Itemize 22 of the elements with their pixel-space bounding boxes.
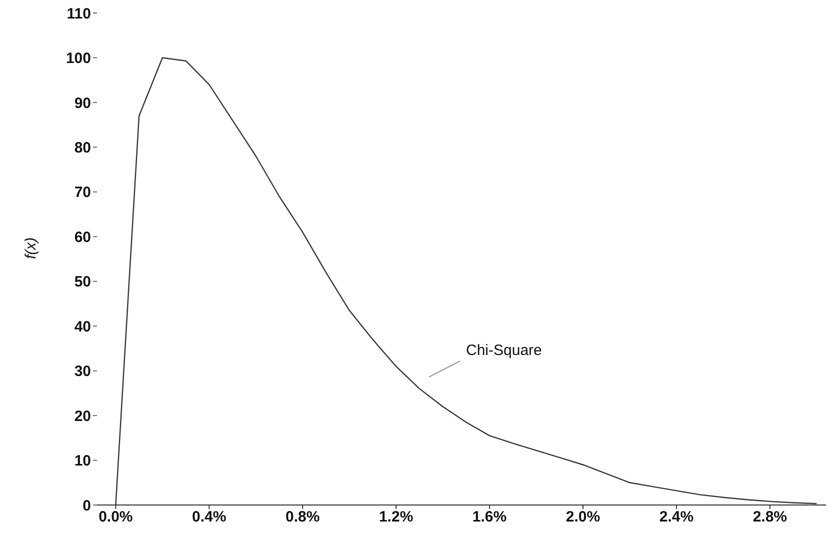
- y-tick-label: 0: [82, 497, 91, 514]
- y-tick-label: 60: [74, 228, 91, 246]
- y-tick-label: 20: [74, 408, 91, 425]
- x-tick-label: 0.8%: [286, 508, 320, 526]
- y-tick-label: 10: [74, 452, 91, 470]
- x-tick-label: 1.6%: [472, 508, 507, 526]
- y-tick-label: 90: [74, 94, 91, 112]
- y-tick-label: 50: [74, 274, 91, 291]
- annotation: Chi-Square: [466, 342, 542, 359]
- x-tick-label: 0.4%: [192, 508, 226, 526]
- y-tick-label: 110: [66, 5, 91, 22]
- x-tick-label: 2.4%: [659, 508, 694, 526]
- y-tick-label: 100: [66, 50, 91, 68]
- y-tick-label: 80: [74, 140, 91, 157]
- y-tick-label: 30: [74, 363, 91, 380]
- x-tick-label: 2.8%: [752, 508, 788, 526]
- x-tick-label: 2.0%: [566, 508, 600, 526]
- x-tick-label: 0.0%: [98, 508, 133, 526]
- y-tick-label: 70: [74, 184, 91, 202]
- y-axis-title: f(x): [22, 237, 40, 259]
- x-tick-label: 1.2%: [378, 508, 414, 526]
- y-tick-label: 40: [74, 318, 91, 336]
